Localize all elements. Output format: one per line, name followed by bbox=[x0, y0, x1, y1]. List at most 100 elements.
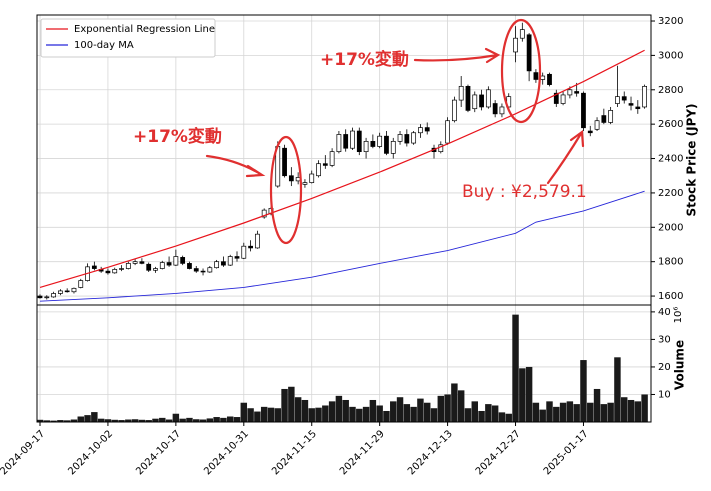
volume-bar bbox=[627, 399, 635, 422]
candle-body bbox=[146, 263, 152, 271]
volume-bar bbox=[600, 404, 608, 422]
volume-bar bbox=[206, 418, 214, 422]
volume-bar bbox=[430, 408, 438, 422]
volume-bar bbox=[36, 419, 44, 422]
candle-body bbox=[91, 265, 97, 269]
price-axis-label: Stock Price (JPY) bbox=[685, 103, 699, 216]
volume-bar bbox=[349, 406, 356, 422]
candle-body bbox=[404, 134, 410, 144]
volume-bar bbox=[125, 419, 132, 422]
volume-bar bbox=[104, 419, 112, 422]
candle-body bbox=[615, 96, 620, 104]
volume-bar bbox=[593, 388, 601, 422]
volume-frame bbox=[36, 304, 652, 423]
annotations: +17%変動 +17%変動 Buy : ¥2,579.1 bbox=[133, 18, 587, 245]
volume-bar bbox=[457, 390, 465, 422]
volume-bar bbox=[451, 383, 458, 422]
volume-bar bbox=[620, 397, 628, 422]
candle-body bbox=[411, 132, 417, 144]
candle-body bbox=[64, 290, 70, 293]
x-tick-label: 2024-10-02 bbox=[66, 428, 115, 477]
candle-body bbox=[560, 94, 566, 104]
candle-body bbox=[472, 94, 478, 110]
volume-bar bbox=[328, 401, 336, 422]
arrow bbox=[205, 154, 266, 178]
volume-bar bbox=[573, 404, 580, 422]
volume-bar bbox=[186, 417, 193, 422]
candle-body bbox=[78, 280, 84, 288]
candle-body bbox=[350, 130, 355, 149]
arrow bbox=[413, 47, 501, 64]
candle-body bbox=[153, 268, 158, 271]
volume-bar bbox=[179, 418, 186, 422]
candle-body bbox=[397, 134, 403, 142]
line-series bbox=[39, 190, 645, 302]
volume-bar bbox=[50, 420, 57, 422]
candle-body bbox=[452, 99, 457, 122]
candle-body bbox=[241, 245, 247, 259]
candle-body bbox=[139, 261, 145, 264]
volume-bar bbox=[383, 410, 390, 422]
candle-body bbox=[207, 267, 213, 273]
volume-bar bbox=[546, 401, 553, 422]
x-tick-label: 2024-09-17 bbox=[0, 428, 47, 477]
volume-bar bbox=[70, 419, 78, 422]
candle-body bbox=[173, 256, 179, 266]
candle-body bbox=[234, 256, 240, 259]
candle-body bbox=[418, 127, 423, 134]
volume-bar bbox=[91, 412, 98, 422]
candle-body bbox=[499, 106, 505, 115]
x-tick-label: 2024-10-17 bbox=[134, 428, 183, 477]
volume-bar bbox=[566, 401, 574, 422]
volume-bar bbox=[84, 415, 91, 422]
candle-body bbox=[44, 296, 50, 299]
candle-body bbox=[574, 91, 580, 94]
volume-bar bbox=[308, 408, 315, 422]
volume-bar bbox=[607, 402, 614, 422]
candle-body bbox=[112, 269, 118, 274]
volume-bar bbox=[539, 409, 546, 422]
volume-bar bbox=[288, 386, 295, 422]
volume-bar bbox=[403, 404, 411, 422]
volume-bar bbox=[525, 366, 533, 422]
candle-body bbox=[343, 134, 349, 149]
candle-body bbox=[479, 94, 484, 108]
annotation: +17%変動 bbox=[320, 49, 409, 70]
volume-bar bbox=[356, 408, 363, 422]
volume-bar bbox=[512, 314, 519, 422]
y-tick-label: 1600 bbox=[658, 291, 683, 302]
legend-label: 100-day MA bbox=[74, 40, 134, 51]
volume-bar bbox=[471, 401, 478, 422]
candle-body bbox=[642, 85, 647, 108]
candle-body bbox=[309, 173, 315, 183]
volume-offset: 10⁶ bbox=[673, 307, 684, 324]
volume-bar bbox=[553, 406, 560, 422]
candle-body bbox=[621, 96, 627, 101]
volume-bar bbox=[315, 407, 322, 422]
highlight-ellipse bbox=[500, 18, 542, 124]
candle-body bbox=[51, 293, 56, 298]
volume-bar bbox=[396, 397, 404, 422]
y-tick-label: 1800 bbox=[658, 257, 683, 268]
y-tick-label: 10 bbox=[658, 389, 671, 400]
volume-bar bbox=[369, 399, 377, 422]
volume-bar bbox=[559, 402, 567, 422]
candle-body bbox=[526, 34, 532, 72]
volume-bar bbox=[220, 417, 227, 422]
candle-body bbox=[316, 163, 321, 177]
candle-body bbox=[302, 182, 308, 185]
volume-bar bbox=[417, 398, 424, 422]
volume-bar bbox=[226, 416, 234, 422]
y-tick-label: 20 bbox=[658, 362, 671, 373]
candle-body bbox=[519, 29, 525, 39]
volume-axis-label: Volume bbox=[673, 340, 687, 390]
volume-bar bbox=[634, 401, 642, 422]
volume-bar bbox=[165, 419, 173, 422]
y-tick-label: 3000 bbox=[658, 50, 683, 61]
x-tick-label: 2024-11-29 bbox=[338, 428, 387, 477]
volume-bar bbox=[301, 399, 309, 422]
candle-body bbox=[587, 130, 593, 134]
volume-bar bbox=[233, 417, 241, 422]
marks-layer bbox=[36, 22, 648, 422]
volume-bar bbox=[322, 405, 329, 422]
